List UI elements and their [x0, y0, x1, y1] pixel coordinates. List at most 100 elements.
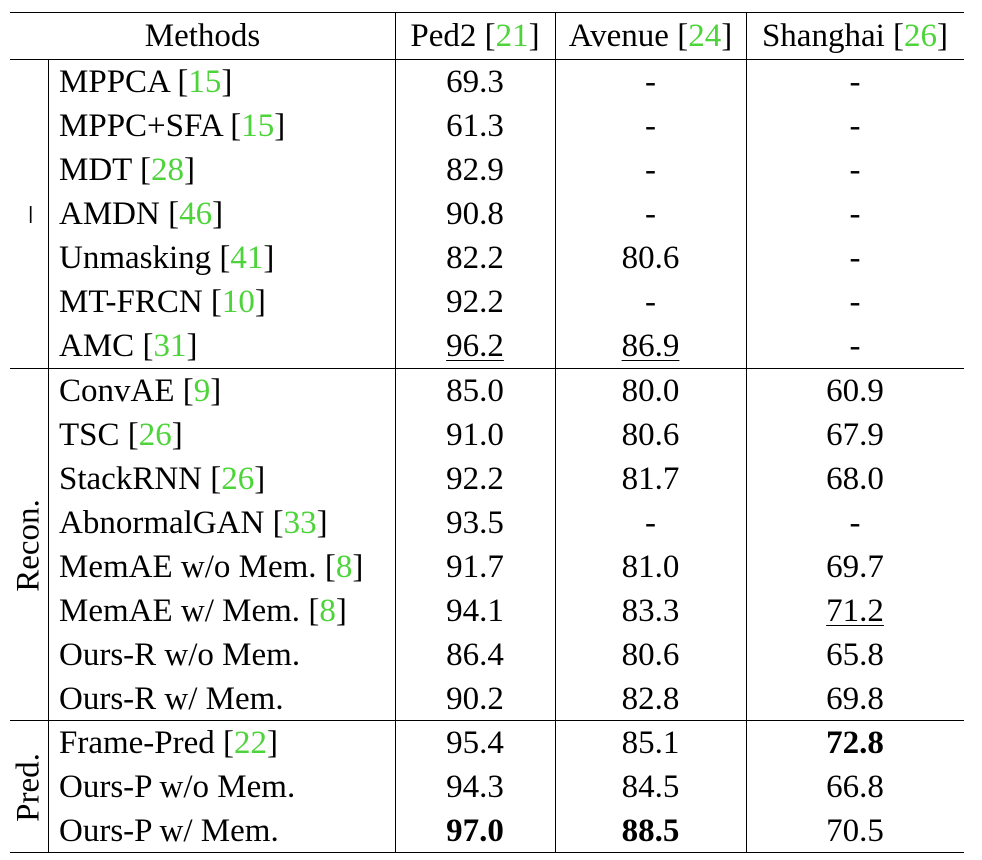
score-cell-avenue: -: [555, 280, 746, 324]
score-value: 97.0: [446, 813, 504, 849]
method-label: Ours-P w/o Mem.: [59, 769, 296, 805]
score-cell-shanghai: 70.5: [746, 809, 964, 853]
score-cell-shanghai: -: [746, 192, 964, 236]
score-cell-avenue: 80.6: [555, 236, 746, 280]
score-cell-avenue: 88.5: [555, 809, 746, 853]
score-cell-shanghai: 67.9: [746, 413, 964, 457]
method-name: MPPCA [15]: [59, 64, 233, 100]
score-value: -: [849, 196, 861, 232]
score-value: 92.2: [446, 284, 504, 320]
method-label: StackRNN: [59, 461, 202, 497]
score-cell-ped2: 86.4: [395, 633, 555, 677]
score-value: -: [849, 240, 861, 276]
score-cell-shanghai: 71.2: [746, 589, 964, 633]
citation-ref: 8: [335, 549, 353, 585]
score-cell-shanghai: 69.8: [746, 677, 964, 721]
method-label: Ours-R w/o Mem.: [59, 637, 301, 673]
score-cell-ped2: 69.3: [395, 60, 555, 104]
score-value: 71.2: [826, 593, 884, 629]
score-cell-avenue: 83.3: [555, 589, 746, 633]
score-value: 96.2: [446, 328, 504, 364]
method-label: MemAE w/o Mem.: [59, 549, 317, 585]
score-cell-avenue: 85.1: [555, 721, 746, 765]
citation-ref: 26: [221, 461, 255, 497]
score-value: 94.3: [446, 769, 504, 805]
score-value: 81.0: [621, 549, 680, 585]
header-rule: [10, 59, 964, 60]
method-label: Frame-Pred: [59, 725, 215, 761]
method-name: TSC [26]: [59, 417, 183, 453]
score-cell-ped2: 90.2: [395, 677, 555, 721]
score-cell-shanghai: -: [746, 60, 964, 104]
method-label: Ours-R w/ Mem.: [59, 681, 284, 717]
ped2-column-rule: [555, 12, 556, 853]
score-value: 61.3: [446, 108, 504, 144]
score-value: -: [849, 108, 861, 144]
citation-ref: 33: [283, 505, 317, 541]
group-rule-recon: [10, 368, 964, 369]
score-value: -: [645, 64, 656, 100]
method-name: MPPC+SFA [15]: [59, 108, 286, 144]
group-column-rule: [48, 59, 49, 853]
column-header-shanghai: Shanghai [26]: [761, 18, 949, 54]
score-value: 82.8: [621, 681, 680, 717]
score-cell-avenue: -: [555, 192, 746, 236]
score-cell-ped2: 92.2: [395, 457, 555, 501]
method-name: Ours-P w/ Mem.: [59, 809, 279, 853]
method-name: MemAE w/ Mem. [8]: [59, 593, 347, 629]
citation-ref: 28: [151, 152, 184, 188]
score-value: 91.0: [446, 417, 504, 453]
citation-ref: 9: [193, 373, 211, 409]
citation-ref: 26: [138, 417, 172, 453]
score-cell-avenue: 81.7: [555, 457, 746, 501]
group-label: Pred.: [10, 753, 47, 822]
score-value: 69.3: [446, 64, 504, 100]
score-cell-ped2: 94.3: [395, 765, 555, 809]
score-value: 85.0: [446, 373, 504, 409]
score-value: 84.5: [621, 769, 680, 805]
score-cell-ped2: 82.2: [395, 236, 555, 280]
score-cell-shanghai: 69.7: [746, 545, 964, 589]
score-value: 86.9: [621, 328, 680, 364]
score-cell-avenue: -: [555, 60, 746, 104]
score-value: -: [849, 505, 861, 541]
score-cell-avenue: -: [555, 148, 746, 192]
method-label: AMDN: [59, 196, 160, 232]
method-label: MPPCA: [59, 64, 170, 100]
score-cell-ped2: 97.0: [395, 809, 555, 853]
score-cell-ped2: 91.7: [395, 545, 555, 589]
score-value: 69.8: [826, 681, 884, 717]
score-value: 83.3: [621, 593, 680, 629]
method-name: AMC [31]: [59, 328, 198, 364]
score-value: -: [849, 64, 861, 100]
score-cell-ped2: 93.5: [395, 501, 555, 545]
score-cell-shanghai: -: [746, 324, 964, 368]
method-label: MT-FRCN: [59, 284, 203, 320]
group-rule-pred: [10, 720, 964, 721]
score-cell-shanghai: -: [746, 104, 964, 148]
bottom-rule: [10, 852, 964, 853]
citation-ref: 15: [188, 64, 222, 100]
score-cell-ped2: 92.2: [395, 280, 555, 324]
score-cell-shanghai: -: [746, 501, 964, 545]
methods-header: Methods: [144, 18, 261, 54]
method-label: TSC: [59, 417, 120, 453]
method-name: Unmasking [41]: [59, 240, 275, 276]
score-value: -: [645, 284, 656, 320]
method-name: AbnormalGAN [33]: [59, 505, 328, 541]
score-value: 93.5: [446, 505, 504, 541]
score-value: 95.4: [446, 725, 504, 761]
score-value: 88.5: [621, 813, 680, 849]
score-value: 92.2: [446, 461, 504, 497]
score-cell-ped2: 95.4: [395, 721, 555, 765]
citation-ref: 15: [241, 108, 275, 144]
score-value: -: [849, 152, 861, 188]
score-cell-avenue: 82.8: [555, 677, 746, 721]
score-value: 85.1: [621, 725, 680, 761]
score-value: -: [645, 108, 656, 144]
score-value: 86.4: [446, 637, 504, 673]
score-cell-shanghai: 72.8: [746, 721, 964, 765]
score-value: 80.0: [621, 373, 680, 409]
score-cell-avenue: -: [555, 104, 746, 148]
avenue-column-rule: [746, 12, 747, 853]
